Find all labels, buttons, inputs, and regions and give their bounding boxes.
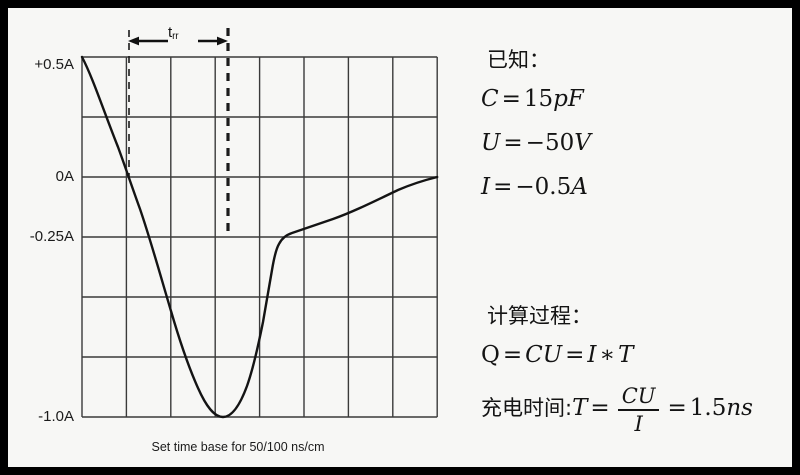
symbol-C: C [481, 86, 499, 112]
given-line-capacitance: C = 15pF [481, 86, 584, 112]
given-line-current: I = −0.5A [481, 174, 588, 200]
equals-sign: = [503, 130, 523, 156]
fraction-bar [617, 409, 660, 411]
symbol-I: I [587, 342, 597, 368]
y-label-minus-quarter: -0.25A [29, 228, 74, 245]
fraction-numerator: CU [621, 384, 656, 408]
trr-label-main: t [168, 24, 173, 41]
trr-label-subscript: rr [172, 31, 179, 42]
multiply-sign: ∗ [599, 342, 616, 368]
unit-picofarad: pF [553, 86, 584, 112]
expr-CU: CU [525, 342, 563, 368]
calculation-charge-equation: Q = CU = I ∗ T [481, 342, 633, 368]
equals-sign: = [667, 395, 687, 422]
unit-ampere: A [571, 174, 588, 200]
waveform-curve [80, 55, 439, 419]
y-label-minus-one: -1.0A [38, 408, 74, 425]
fraction-denominator: I [634, 411, 643, 436]
y-label-zero: 0A [55, 168, 74, 185]
symbol-I: I [481, 174, 491, 200]
figure-canvas: +0.5A 0A -0.25A -1.0A trr Set time base … [8, 8, 792, 467]
unit-volt: V [574, 130, 591, 156]
value-current: −0.5 [515, 174, 572, 200]
symbol-T: T [572, 395, 588, 422]
trr-annotation-label: trr [168, 24, 179, 42]
charge-time-prefix: 充电时间: [481, 396, 573, 421]
math-panel: 已知： C = 15pF U = −50V I = −0.5A 计算过程： Q = CU = I ∗ T… [463, 8, 792, 467]
equals-sign: = [502, 342, 523, 368]
equals-sign: = [493, 174, 513, 200]
symbol-T: T [618, 342, 634, 368]
value-charge-time: 1.5 [689, 395, 727, 422]
calculation-charge-time: 充电时间:T = CU I = 1.5ns [481, 384, 753, 436]
equals-sign: = [501, 86, 521, 112]
symbol-U: U [481, 130, 501, 156]
plot-caption: Set time base for 50/100 ns/cm [151, 440, 325, 454]
value-capacitance: 15 [523, 86, 554, 112]
value-voltage: −50 [525, 130, 575, 156]
plot-grid [81, 56, 438, 418]
y-label-plus-half: +0.5A [34, 56, 74, 73]
trr-arrow [128, 36, 228, 46]
symbol-Q: Q [481, 342, 500, 368]
equals-sign: = [590, 395, 610, 422]
calculation-heading: 计算过程： [487, 304, 592, 328]
given-heading: 已知： [487, 48, 550, 72]
plot-graphics [80, 28, 439, 419]
unit-nanosecond: ns [726, 395, 753, 422]
fraction-CU-over-I: CU I [617, 384, 660, 436]
oscilloscope-plot: +0.5A 0A -0.25A -1.0A trr Set time base … [8, 8, 463, 467]
equals-sign: = [565, 342, 585, 368]
given-line-voltage: U = −50V [481, 130, 591, 156]
